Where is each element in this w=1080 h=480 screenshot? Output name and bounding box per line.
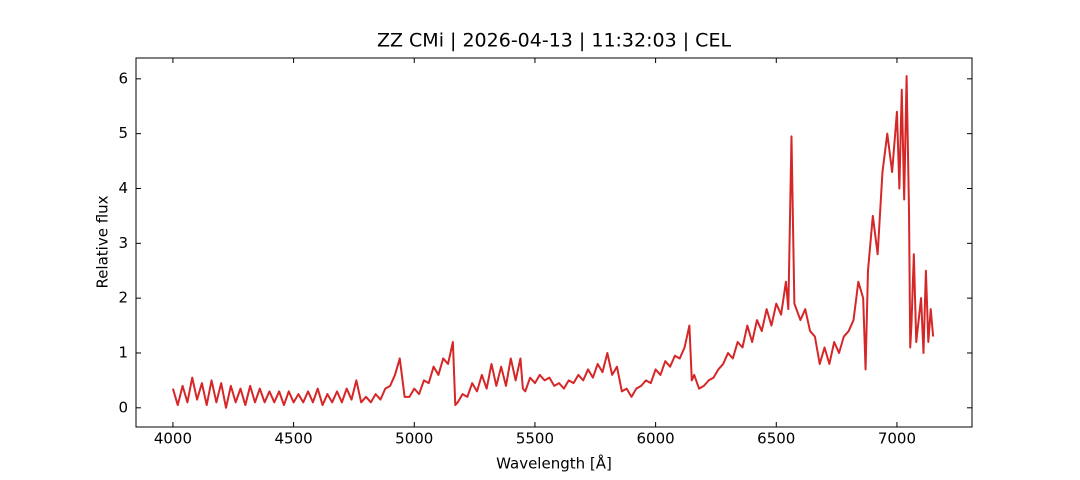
chart-title: ZZ CMi | 2026-04-13 | 11:32:03 | CEL [377, 30, 731, 52]
x-tick-label: 6000 [637, 430, 675, 448]
x-tick-label: 5000 [395, 430, 433, 448]
x-tick-label: 4500 [275, 430, 313, 448]
y-axis-label: Relative flux [94, 195, 112, 288]
plot-frame [135, 57, 973, 428]
x-tick-label: 5500 [516, 430, 554, 448]
x-tick-label: 4000 [154, 430, 192, 448]
spectrum-line [171, 75, 935, 409]
y-tick-label: 2 [118, 289, 128, 307]
x-axis-label: Wavelength [Å] [496, 454, 612, 473]
y-tick-label: 3 [118, 234, 128, 252]
y-tick-label: 4 [118, 179, 128, 197]
y-tick-label: 1 [118, 343, 128, 361]
x-tick-label: 7000 [878, 430, 916, 448]
y-tick-label: 6 [118, 69, 128, 87]
x-tick-label: 6500 [757, 430, 795, 448]
y-tick-label: 0 [118, 398, 128, 416]
y-tick-label: 5 [118, 124, 128, 142]
